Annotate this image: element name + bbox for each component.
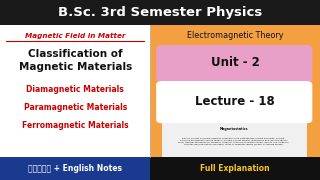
- Text: Full Explanation: Full Explanation: [200, 164, 270, 173]
- Text: Lecture - 18: Lecture - 18: [195, 95, 275, 108]
- FancyBboxPatch shape: [150, 25, 320, 157]
- Text: B.Sc. 3rd Semester Physics: B.Sc. 3rd Semester Physics: [58, 6, 262, 19]
- Text: Classification of
Magnetic Materials: Classification of Magnetic Materials: [19, 49, 132, 72]
- FancyBboxPatch shape: [0, 157, 150, 180]
- FancyBboxPatch shape: [150, 157, 320, 180]
- Text: Electromagnetic Theory: Electromagnetic Theory: [187, 31, 284, 40]
- Text: Magnetic Field in Matter: Magnetic Field in Matter: [25, 33, 125, 39]
- Text: Unit - 2: Unit - 2: [211, 57, 260, 69]
- Text: Magnetostatics: Magnetostatics: [219, 127, 248, 131]
- Text: हिंदी + English Notes: हिंदी + English Notes: [28, 164, 122, 173]
- FancyBboxPatch shape: [162, 123, 307, 157]
- FancyBboxPatch shape: [0, 25, 150, 157]
- Text: Diamagnetic Materials: Diamagnetic Materials: [26, 85, 124, 94]
- FancyBboxPatch shape: [156, 81, 312, 123]
- Text: Paramagnetic Materials: Paramagnetic Materials: [24, 103, 127, 112]
- FancyBboxPatch shape: [156, 45, 312, 82]
- FancyBboxPatch shape: [0, 0, 320, 25]
- Text: Ferromagnetic Materials: Ferromagnetic Materials: [22, 121, 129, 130]
- Text: Electric current & current densities, magnetic force between two current element: Electric current & current densities, ma…: [178, 138, 289, 145]
